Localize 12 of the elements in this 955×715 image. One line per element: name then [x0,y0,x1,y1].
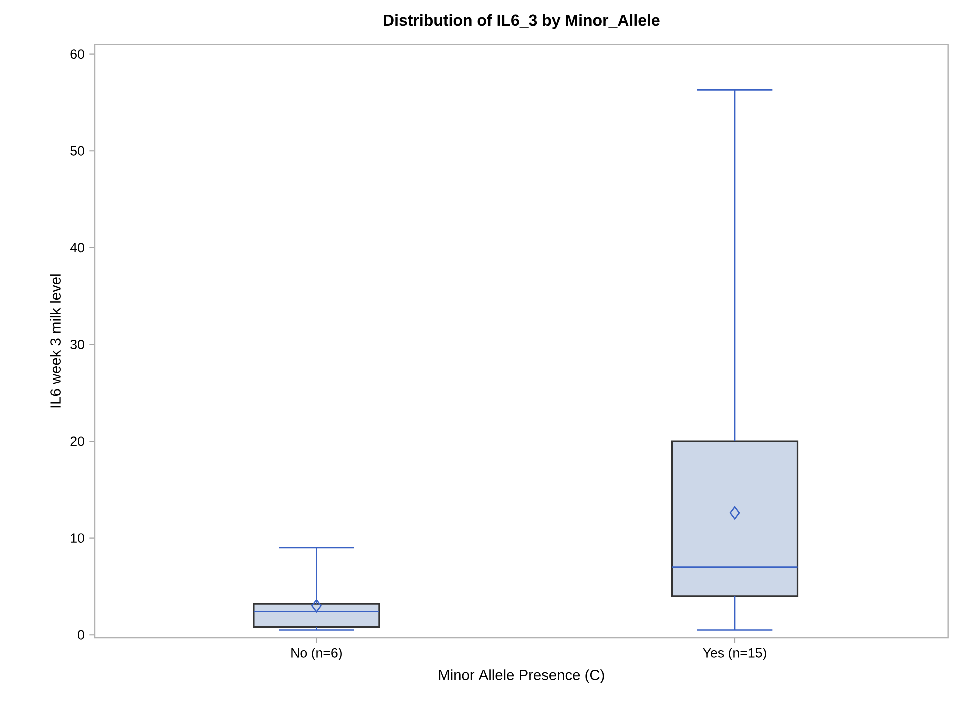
y-tick-label: 60 [70,50,84,60]
x-tick-label: No (n=6) [292,648,342,660]
x-axis-title: Minor Allele Presence (C) [439,670,604,684]
y-axis-title: IL6 week 3 milk level [50,274,61,408]
y-tick-label: 10 [71,534,84,544]
y-tick-label: 50 [70,146,84,156]
y-tick-label: 0 [78,630,84,640]
y-tick-label: 30 [70,340,84,350]
x-tick-label: Yes (n=15) [703,648,766,660]
chart-title: Distribution of IL6_3 by Minor_Allele [384,14,660,30]
y-tick-label: 40 [70,243,84,253]
y-tick-label: 20 [70,436,84,446]
